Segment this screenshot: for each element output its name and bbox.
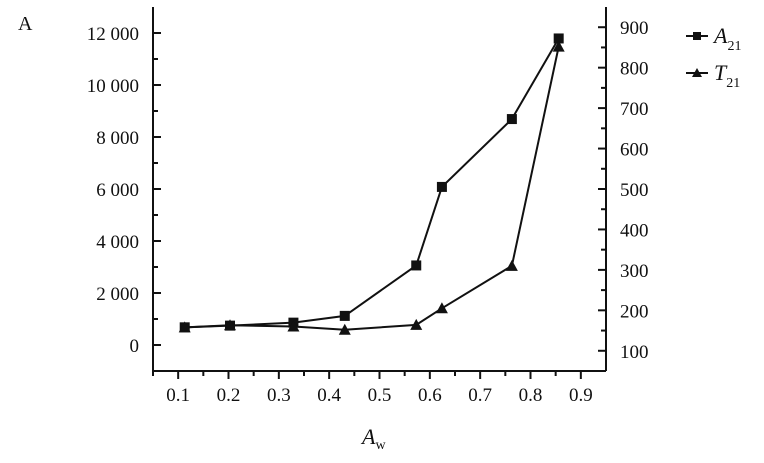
data-point-triangle — [338, 323, 351, 335]
y-right-tick-label: 100 — [620, 342, 649, 363]
x-tick-label: 0.5 — [368, 385, 392, 406]
y-left-tick-label: 6 000 — [96, 180, 139, 201]
y-left-tick-label: 0 — [130, 336, 140, 357]
x-tick-label: 0.7 — [468, 385, 492, 406]
x-axis-label: Aw — [360, 424, 386, 453]
series-line-square — [184, 37, 560, 329]
y-right-tick-label: 600 — [620, 140, 649, 161]
y-right-tick-label: 500 — [620, 180, 649, 201]
y-right-tick-label: 700 — [620, 99, 649, 120]
y-left-tick-label: 10 000 — [87, 76, 139, 97]
x-tick-label: 0.1 — [166, 385, 190, 406]
x-tick-label: 0.4 — [317, 385, 341, 406]
axes: 0.1 0.2 0.3 0.4 0.5 0.6 0.7 0.8 0.9 0 2 000 4 000 6 … — [87, 7, 649, 406]
y-right-tick-label: 200 — [620, 301, 649, 322]
data-point-triangle — [435, 302, 448, 314]
panel-label: A — [18, 13, 33, 35]
x-tick-label: 0.6 — [418, 385, 442, 406]
plot-marks — [178, 33, 565, 335]
x-tick-label: 0.9 — [569, 385, 593, 406]
data-point-triangle — [178, 321, 191, 333]
y-right-tick-label: 800 — [620, 59, 649, 80]
y-right-tick-label: 300 — [620, 261, 649, 282]
data-point-triangle — [410, 318, 423, 330]
legend-label: A21 — [712, 23, 741, 54]
legend-label: T21 — [714, 60, 740, 91]
y-right-tick-label: 900 — [620, 18, 649, 39]
data-point-triangle — [287, 320, 300, 332]
x-tick-label: 0.3 — [267, 385, 291, 406]
x-tick-label: 0.2 — [217, 385, 241, 406]
legend-marker-triangle — [692, 68, 702, 77]
series-line-triangle — [184, 46, 560, 331]
data-point-square — [553, 33, 564, 44]
data-point-triangle — [505, 259, 518, 271]
data-point-square — [506, 114, 517, 125]
data-point-square — [339, 310, 350, 321]
data-point-square — [411, 260, 422, 271]
data-point-triangle — [552, 40, 565, 52]
legend-marker-square — [693, 32, 701, 40]
x-tick-label: 0.8 — [519, 385, 543, 406]
y-left-tick-label: 4 000 — [96, 232, 139, 253]
data-point-triangle — [224, 319, 237, 331]
y-left-tick-label: 2 000 — [96, 284, 139, 305]
y-right-tick-label: 400 — [620, 220, 649, 241]
y-left-tick-label: 8 000 — [96, 128, 139, 149]
data-point-square — [436, 181, 447, 192]
y-left-tick-label: 12 000 — [87, 24, 139, 45]
